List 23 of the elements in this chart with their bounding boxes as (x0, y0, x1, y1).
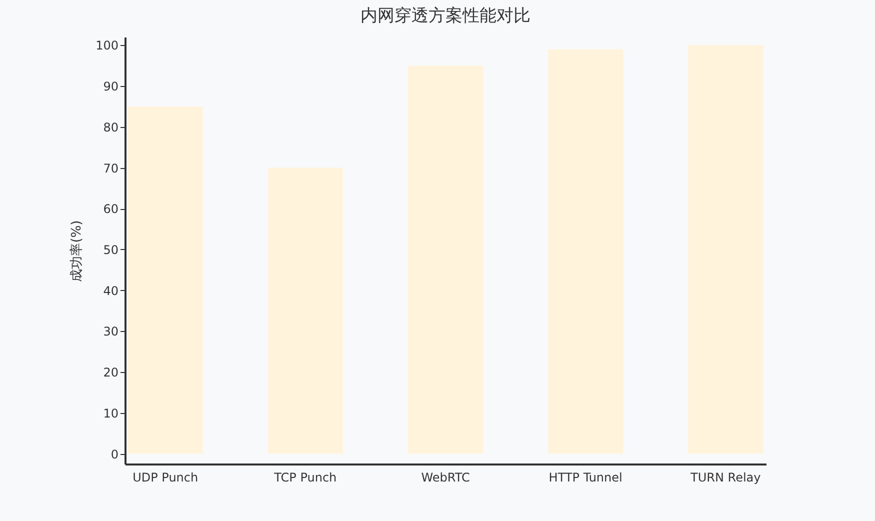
bar (268, 168, 343, 454)
y-tick-label: 70 (103, 161, 118, 176)
y-tick-label: 80 (103, 120, 118, 134)
y-tick-label: 30 (103, 324, 118, 339)
bar (548, 49, 624, 454)
y-tick-label: 100 (96, 38, 118, 53)
x-tick-label: WebRTC (421, 470, 470, 484)
y-axis-title: 成功率(%) (68, 220, 85, 282)
y-tick-label: 40 (103, 284, 118, 298)
x-tick-label: TURN Relay (690, 470, 761, 484)
chart-title: 内网穿透方案性能对比 (360, 6, 530, 26)
x-tick-label: UDP Punch (132, 470, 198, 484)
y-tick-label: 20 (103, 366, 118, 380)
bar (128, 106, 203, 454)
x-tick-label: HTTP Tunnel (548, 470, 622, 484)
bar (408, 66, 484, 454)
y-tick-label: 10 (103, 406, 118, 420)
y-tick-label: 90 (103, 80, 118, 94)
y-tick-label: 50 (103, 242, 118, 257)
y-tick-label: 0 (110, 447, 118, 462)
bar (688, 45, 764, 454)
y-tick-label: 60 (103, 202, 118, 216)
x-tick-label: TCP Punch (273, 470, 337, 484)
